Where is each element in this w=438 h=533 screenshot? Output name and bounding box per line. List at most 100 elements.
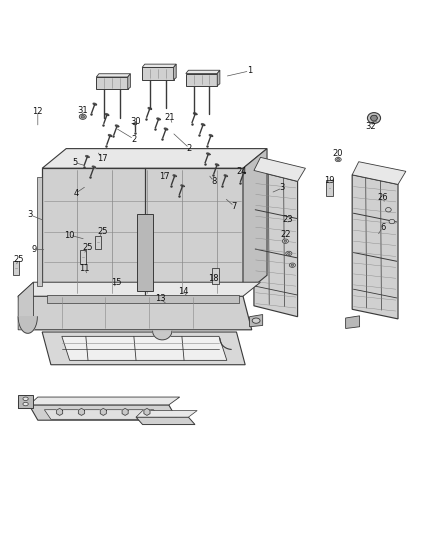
Polygon shape <box>85 156 89 158</box>
Polygon shape <box>108 134 112 136</box>
Text: 23: 23 <box>283 215 293 224</box>
Text: 10: 10 <box>64 231 75 239</box>
Polygon shape <box>137 214 152 290</box>
Text: 3: 3 <box>28 211 33 220</box>
Polygon shape <box>144 408 150 415</box>
Text: 24: 24 <box>237 167 247 176</box>
Text: 3: 3 <box>279 183 285 192</box>
Polygon shape <box>201 124 205 126</box>
Polygon shape <box>243 149 267 295</box>
Polygon shape <box>212 269 219 284</box>
Polygon shape <box>352 175 398 319</box>
Text: 31: 31 <box>77 106 88 115</box>
Polygon shape <box>152 331 172 340</box>
Polygon shape <box>242 172 246 174</box>
Text: 9: 9 <box>32 245 37 254</box>
Polygon shape <box>57 408 63 415</box>
Ellipse shape <box>389 220 395 224</box>
Text: 7: 7 <box>232 202 237 211</box>
Text: 12: 12 <box>32 107 43 116</box>
Text: 2: 2 <box>131 134 137 143</box>
Polygon shape <box>136 417 195 425</box>
Polygon shape <box>18 400 60 408</box>
Polygon shape <box>13 261 19 275</box>
Polygon shape <box>115 125 119 127</box>
Polygon shape <box>96 77 128 89</box>
Text: 5: 5 <box>72 158 78 167</box>
Text: 14: 14 <box>178 287 188 296</box>
Text: 32: 32 <box>365 122 376 131</box>
Polygon shape <box>18 282 261 296</box>
Polygon shape <box>215 164 219 166</box>
Polygon shape <box>29 397 180 405</box>
Ellipse shape <box>291 264 293 266</box>
Text: 17: 17 <box>97 154 107 163</box>
Polygon shape <box>122 408 128 415</box>
Polygon shape <box>194 112 197 115</box>
Ellipse shape <box>23 402 28 406</box>
Polygon shape <box>42 168 243 295</box>
Text: 11: 11 <box>79 264 90 273</box>
Ellipse shape <box>385 207 391 212</box>
Polygon shape <box>133 123 136 125</box>
Polygon shape <box>18 296 252 330</box>
Text: 22: 22 <box>280 230 291 239</box>
Polygon shape <box>217 70 220 86</box>
Text: 19: 19 <box>324 175 334 184</box>
Ellipse shape <box>367 112 381 124</box>
Polygon shape <box>250 314 263 327</box>
Text: 17: 17 <box>159 173 170 182</box>
Polygon shape <box>181 185 184 187</box>
Text: 15: 15 <box>111 278 122 287</box>
Polygon shape <box>92 166 96 168</box>
Polygon shape <box>224 175 228 177</box>
Polygon shape <box>136 410 197 417</box>
Polygon shape <box>18 395 33 408</box>
Ellipse shape <box>337 158 340 160</box>
Polygon shape <box>254 157 305 181</box>
Polygon shape <box>142 67 173 79</box>
Polygon shape <box>254 171 297 317</box>
Polygon shape <box>209 134 213 136</box>
Ellipse shape <box>371 115 378 121</box>
Polygon shape <box>105 114 109 116</box>
Text: 6: 6 <box>380 223 385 232</box>
Polygon shape <box>173 175 177 177</box>
Polygon shape <box>44 410 160 419</box>
Ellipse shape <box>81 116 85 118</box>
Polygon shape <box>62 336 227 360</box>
Ellipse shape <box>284 240 287 243</box>
Text: 25: 25 <box>13 255 23 264</box>
Text: 21: 21 <box>165 112 175 122</box>
Text: 25: 25 <box>97 227 108 236</box>
Text: 26: 26 <box>378 193 389 202</box>
Polygon shape <box>18 317 37 333</box>
Text: 4: 4 <box>73 189 78 198</box>
Text: 18: 18 <box>208 274 219 283</box>
Text: 2: 2 <box>187 144 192 152</box>
Polygon shape <box>42 149 267 168</box>
Polygon shape <box>80 250 86 264</box>
Ellipse shape <box>288 252 290 254</box>
Polygon shape <box>46 295 239 303</box>
Polygon shape <box>18 282 33 330</box>
Polygon shape <box>93 103 97 105</box>
Text: 13: 13 <box>155 294 166 303</box>
Polygon shape <box>346 316 360 328</box>
Text: 1: 1 <box>247 67 252 75</box>
Polygon shape <box>157 118 160 120</box>
Polygon shape <box>96 74 131 77</box>
Polygon shape <box>164 128 168 130</box>
Text: 8: 8 <box>211 177 216 186</box>
Text: 25: 25 <box>82 243 92 252</box>
Polygon shape <box>95 236 101 249</box>
Ellipse shape <box>335 157 341 161</box>
Ellipse shape <box>283 239 288 244</box>
Ellipse shape <box>79 114 86 119</box>
Polygon shape <box>206 153 210 155</box>
Polygon shape <box>29 405 177 420</box>
Ellipse shape <box>286 251 292 256</box>
Text: 30: 30 <box>130 117 141 126</box>
Polygon shape <box>78 408 85 415</box>
Ellipse shape <box>252 318 260 323</box>
